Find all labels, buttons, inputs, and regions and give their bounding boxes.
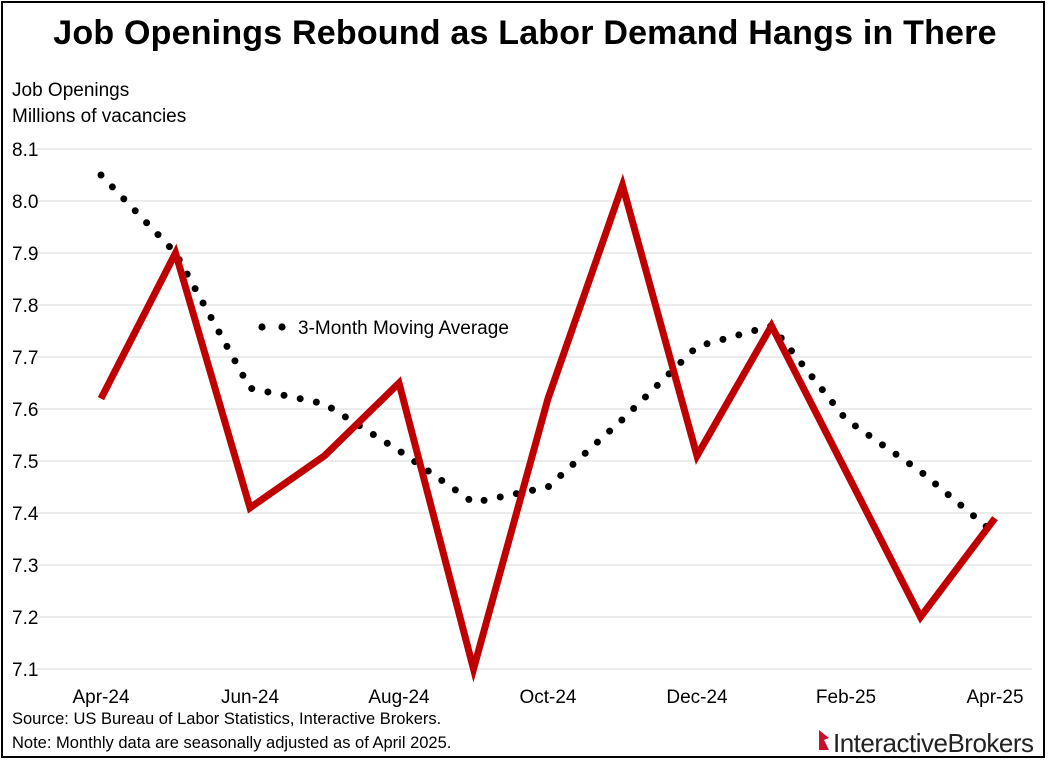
y-tick-label: 7.2: [12, 608, 38, 629]
x-tick-label: Feb-25: [816, 687, 876, 708]
annotation-label: 3-Month Moving Average: [298, 318, 509, 339]
y-tick-label: 7.9: [12, 244, 38, 265]
logo-text-interactive: Interactive: [833, 728, 948, 758]
x-tick-label: Dec-24: [666, 687, 728, 708]
y-axis-label-line1: Job Openings: [12, 80, 130, 101]
y-tick-label: 7.4: [12, 504, 39, 525]
source-note: Source: US Bureau of Labor Statistics, I…: [12, 710, 442, 728]
x-tick-label: Aug-24: [368, 687, 430, 708]
series-moving-average-line: [97, 171, 999, 538]
x-tick-label: Apr-24: [72, 687, 129, 708]
y-tick-label: 8.1: [12, 140, 38, 161]
y-tick-label: 7.1: [12, 660, 38, 681]
chart-title: Job Openings Rebound as Labor Demand Han…: [53, 14, 997, 52]
logo-mark-icon: [819, 730, 829, 750]
data-note: Note: Monthly data are seasonally adjust…: [12, 734, 452, 752]
annotation-dot: [258, 323, 266, 331]
annotation-dot: [278, 323, 286, 331]
y-tick-label: 7.5: [12, 452, 38, 473]
x-tick-label: Apr-25: [966, 687, 1023, 708]
y-tick-label: 7.6: [12, 400, 38, 421]
x-tick-label: Oct-24: [519, 687, 576, 708]
series-job-openings-line: [97, 173, 998, 683]
x-tick-label: Jun-24: [221, 687, 280, 708]
y-tick-label: 8.0: [12, 192, 38, 213]
logo-text-brokers: Brokers: [947, 728, 1034, 758]
y-tick-label: 7.7: [12, 348, 38, 369]
logo: InteractiveBrokers: [833, 728, 1034, 759]
y-axis-label-line2: Millions of vacancies: [12, 106, 187, 127]
y-tick-label: 7.3: [12, 556, 38, 577]
y-tick-label: 7.8: [12, 296, 38, 317]
